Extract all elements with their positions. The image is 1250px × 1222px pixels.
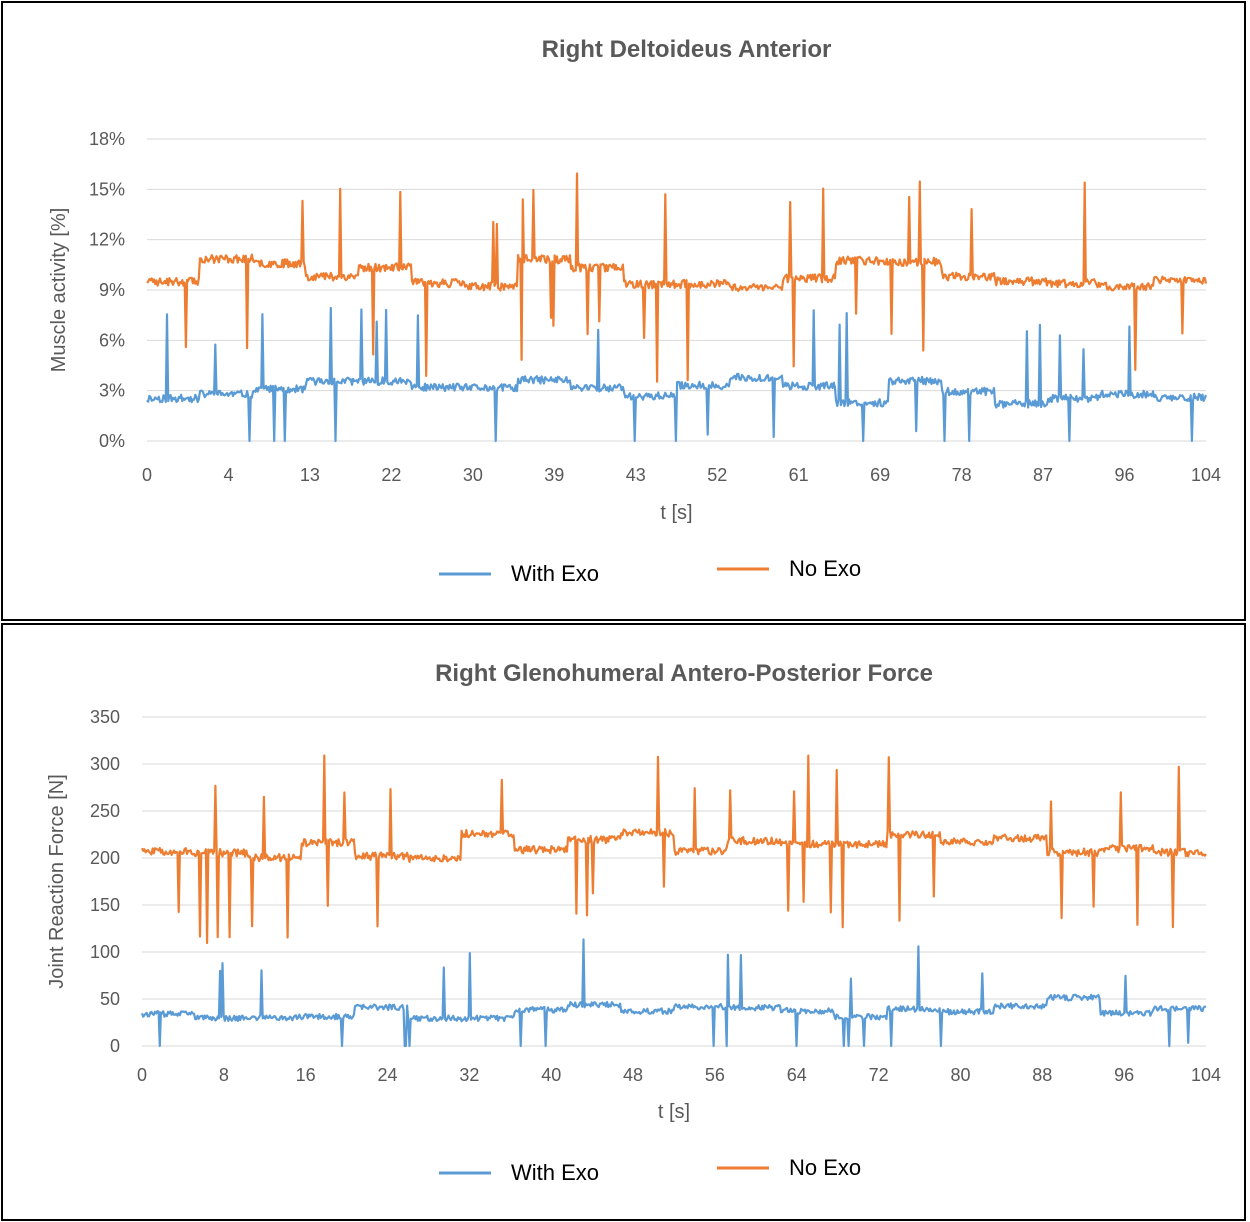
x-tick-label: 0: [142, 465, 152, 485]
x-tick-label: 24: [378, 1065, 398, 1085]
y-tick-label: 9%: [99, 280, 125, 300]
muscle-activity-chart: Right Deltoideus Anterior 0% 3% 6% 9% 12% 15% 1…: [48, 36, 1221, 586]
x-tick-label: 43: [626, 465, 646, 485]
y-tick-label: 0: [110, 1036, 120, 1056]
y-tick-label: 250: [90, 801, 120, 821]
x-tick-label: 78: [952, 465, 972, 485]
x-tick-label: 88: [1032, 1065, 1052, 1085]
x-tick-label: 61: [789, 465, 809, 485]
y-tick-label: 3%: [99, 381, 125, 401]
x-tick-label: 4: [223, 465, 233, 485]
chart-title: Right Glenohumeral Antero-Posterior Forc…: [435, 660, 933, 687]
legend-label: No Exo: [789, 1155, 861, 1180]
y-tick-label: 350: [90, 707, 120, 727]
x-tick-label: 48: [623, 1065, 643, 1085]
y-tick-label: 50: [100, 989, 120, 1009]
y-tick-label: 18%: [89, 129, 125, 149]
series-line-no-exo: [146, 172, 1208, 383]
x-tick-label: 64: [787, 1065, 807, 1085]
series-line-with-exo: [140, 938, 1207, 1048]
x-tick-label: 104: [1191, 465, 1221, 485]
x-tick-label: 72: [869, 1065, 889, 1085]
legend-label: With Exo: [511, 561, 599, 586]
x-tick-label: 39: [544, 465, 564, 485]
y-tick-label: 12%: [89, 230, 125, 250]
x-tick-label: 52: [707, 465, 727, 485]
y-axis-label: Muscle activity [%]: [48, 208, 70, 372]
x-tick-label: 87: [1033, 465, 1053, 485]
x-tick-label: 32: [459, 1065, 479, 1085]
y-tick-label: 200: [90, 848, 120, 868]
x-tick-label: 16: [296, 1065, 316, 1085]
x-tick-label: 96: [1114, 1065, 1134, 1085]
x-tick-label: 30: [463, 465, 483, 485]
x-axis-label: t [s]: [660, 502, 692, 524]
x-tick-label: 80: [950, 1065, 970, 1085]
x-tick-label: 8: [219, 1065, 229, 1085]
y-tick-label: 100: [90, 942, 120, 962]
x-tick-label: 104: [1191, 1065, 1221, 1085]
x-axis-label: t [s]: [658, 1101, 690, 1123]
x-tick-label: 22: [381, 465, 401, 485]
y-tick-label: 6%: [99, 330, 125, 350]
y-axis-label: Joint Reaction Force [N]: [46, 774, 68, 989]
x-tick-label: 69: [870, 465, 890, 485]
series-line-with-exo: [146, 306, 1208, 443]
chart-panel-top: Right Deltoideus Anterior 0% 3% 6% 9% 12% 15% 1…: [1, 1, 1246, 621]
x-tick-label: 0: [137, 1065, 147, 1085]
joint-force-chart: Right Glenohumeral Antero-Posterior Forc…: [46, 660, 1221, 1185]
x-tick-label: 13: [300, 465, 320, 485]
x-tick-label: 56: [705, 1065, 725, 1085]
y-tick-label: 150: [90, 895, 120, 915]
x-tick-label: 40: [541, 1065, 561, 1085]
chart-title: Right Deltoideus Anterior: [542, 36, 832, 63]
y-tick-label: 300: [90, 754, 120, 774]
series-line-no-exo: [141, 754, 1207, 945]
x-tick-label: 96: [1115, 465, 1135, 485]
legend-label: With Exo: [511, 1160, 599, 1185]
chart-panel-bottom: Right Glenohumeral Antero-Posterior Forc…: [1, 623, 1246, 1221]
legend-label: No Exo: [789, 556, 861, 581]
y-tick-label: 0%: [99, 431, 125, 451]
y-tick-label: 15%: [89, 179, 125, 199]
